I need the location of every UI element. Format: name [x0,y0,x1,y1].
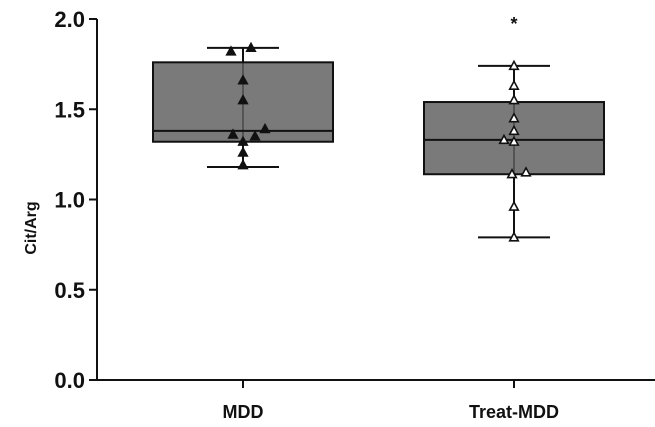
data-point [508,112,520,123]
data-point [227,128,239,139]
data-point [508,200,520,211]
data-point [259,122,271,134]
data-point [237,135,249,146]
y-tick-label: 0.5 [54,278,85,303]
box-group-treat-mdd: * [423,14,605,242]
data-point [237,146,249,157]
y-axis-title: Cit/Arg [23,201,40,254]
y-tick-label: 1.0 [54,188,85,213]
data-point [498,133,510,145]
data-point [508,231,520,242]
data-point [520,166,532,177]
x-tick-label: MDD [223,402,264,422]
y-tick-label: 2.0 [54,7,85,32]
y-tick-label: 1.5 [54,97,85,122]
data-point [237,94,249,105]
data-point [508,124,520,136]
data-point [506,168,518,179]
significance-annotation: * [510,14,517,34]
data-point [249,130,261,141]
data-point [508,94,520,105]
data-point [237,74,249,85]
data-point [508,135,520,146]
data-point [245,41,257,53]
data-point [237,159,249,170]
x-tick-label: Treat-MDD [469,402,559,422]
box-group-mdd [152,41,334,170]
data-point [508,79,520,90]
axes: 0.0 0.5 1.0 1.5 2.0 MDD Treat-MDD [54,7,655,422]
data-point [225,45,237,56]
boxes: * [152,14,605,242]
y-tick-label: 0.0 [54,368,85,393]
data-point [508,59,520,71]
